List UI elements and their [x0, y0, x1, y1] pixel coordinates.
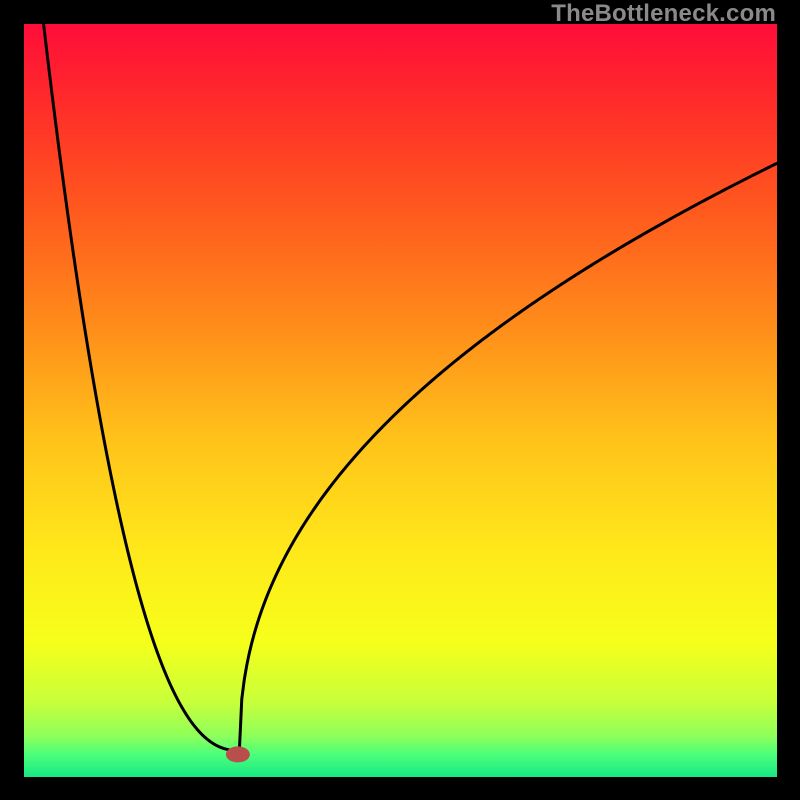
- optimum-marker: [226, 746, 250, 762]
- plot-area: [24, 24, 777, 777]
- plot-svg: [24, 24, 777, 777]
- gradient-background: [24, 24, 777, 777]
- chart-container: TheBottleneck.com: [0, 0, 800, 800]
